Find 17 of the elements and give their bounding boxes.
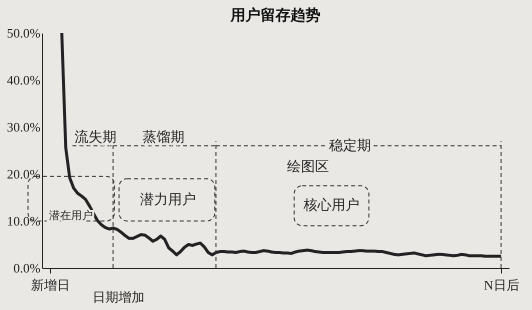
y-tick-label: 30.0% (6, 120, 41, 134)
annotation: 核心用户 (302, 198, 360, 214)
annotation: 潜在用户 (48, 208, 93, 222)
y-tick-label: 10.0% (6, 214, 41, 228)
annotation: 绘图区 (287, 158, 330, 175)
x-axis-title: 日期增加 (92, 290, 144, 304)
chart-title: 用户留存趋势 (230, 6, 320, 24)
annotation: 稳定期 (329, 138, 372, 154)
x-tick-label: 新增日 (30, 278, 70, 292)
annotation: 流失期 (74, 130, 117, 146)
annotation: 潜力用户 (140, 192, 196, 208)
annotation: 蒸馏期 (142, 130, 184, 146)
y-tick-label: 20.0% (6, 166, 41, 182)
y-tick-label: 40.0% (6, 72, 41, 88)
y-tick-label: 0.0% (13, 260, 41, 276)
y-tick-label: 50.0% (6, 26, 41, 40)
x-tick-label: N日后 (484, 278, 520, 292)
